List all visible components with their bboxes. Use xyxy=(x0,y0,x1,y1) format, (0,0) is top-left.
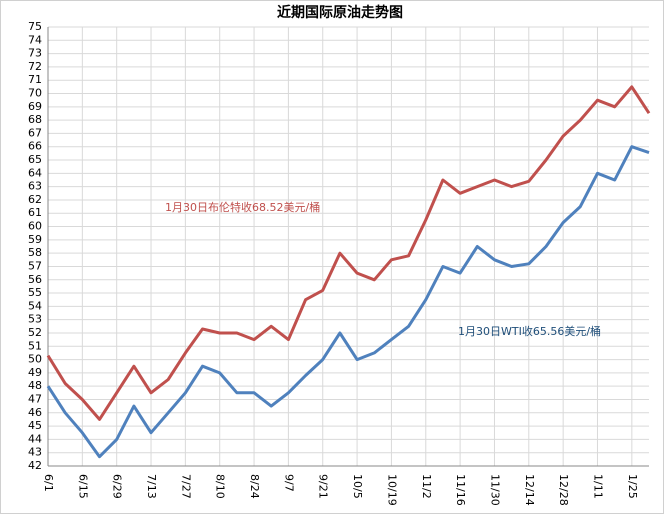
x-tick-label: 8/10 xyxy=(214,474,227,499)
x-tick-label: 1/11 xyxy=(591,474,604,499)
y-tick-label: 55 xyxy=(28,286,42,299)
x-tick-label: 9/21 xyxy=(317,474,330,499)
y-tick-label: 64 xyxy=(28,166,42,179)
y-tick-label: 52 xyxy=(28,326,42,339)
y-tick-label: 70 xyxy=(28,87,42,100)
y-tick-label: 43 xyxy=(28,446,42,459)
y-tick-label: 56 xyxy=(28,273,42,286)
y-tick-label: 51 xyxy=(28,339,42,352)
y-tick-label: 75 xyxy=(28,20,42,33)
annotation: 1月30日布伦特收68.52美元/桶 xyxy=(165,200,320,214)
x-tick-label: 12/28 xyxy=(557,474,570,506)
y-tick-label: 42 xyxy=(28,459,42,472)
y-tick-label: 67 xyxy=(28,126,42,139)
x-tick-label: 9/7 xyxy=(282,474,295,492)
y-tick-label: 45 xyxy=(28,419,42,432)
x-tick-label: 11/16 xyxy=(454,474,467,506)
y-tick-label: 53 xyxy=(28,313,42,326)
y-tick-label: 63 xyxy=(28,180,42,193)
y-tick-label: 50 xyxy=(28,353,42,366)
y-tick-label: 61 xyxy=(28,206,42,219)
y-tick-label: 74 xyxy=(28,33,42,46)
y-tick-label: 68 xyxy=(28,113,42,126)
x-tick-label: 1/25 xyxy=(626,474,639,499)
x-tick-label: 10/19 xyxy=(385,474,398,506)
x-tick-label: 11/2 xyxy=(420,474,433,499)
x-tick-label: 11/30 xyxy=(488,474,501,506)
y-tick-label: 47 xyxy=(28,392,42,405)
y-tick-label: 59 xyxy=(28,233,42,246)
x-tick-label: 7/27 xyxy=(179,474,192,499)
y-tick-label: 71 xyxy=(28,73,42,86)
y-tick-label: 44 xyxy=(28,432,42,445)
y-tick-label: 72 xyxy=(28,60,42,73)
y-tick-label: 60 xyxy=(28,220,42,233)
x-tick-label: 10/5 xyxy=(351,474,364,499)
y-tick-label: 73 xyxy=(28,47,42,60)
y-tick-label: 48 xyxy=(28,379,42,392)
y-tick-label: 57 xyxy=(28,259,42,272)
series-line xyxy=(46,85,651,421)
y-tick-label: 65 xyxy=(28,153,42,166)
y-tick-label: 66 xyxy=(28,140,42,153)
y-tick-label: 54 xyxy=(28,299,42,312)
x-tick-label: 8/24 xyxy=(248,474,261,499)
y-tick-label: 69 xyxy=(28,100,42,113)
x-tick-label: 6/15 xyxy=(76,474,89,499)
x-tick-label: 6/1 xyxy=(42,474,55,492)
annotation: 1月30日WTI收65.56美元/桶 xyxy=(458,324,601,338)
x-tick-label: 7/13 xyxy=(145,474,158,499)
y-tick-label: 62 xyxy=(28,193,42,206)
y-tick-label: 46 xyxy=(28,406,42,419)
y-tick-label: 58 xyxy=(28,246,42,259)
chart-title: 近期国际原油走势图 xyxy=(277,4,403,21)
x-tick-label: 12/14 xyxy=(523,474,536,506)
x-tick-label: 6/29 xyxy=(111,474,124,499)
y-tick-label: 49 xyxy=(28,366,42,379)
series-line xyxy=(46,145,650,459)
